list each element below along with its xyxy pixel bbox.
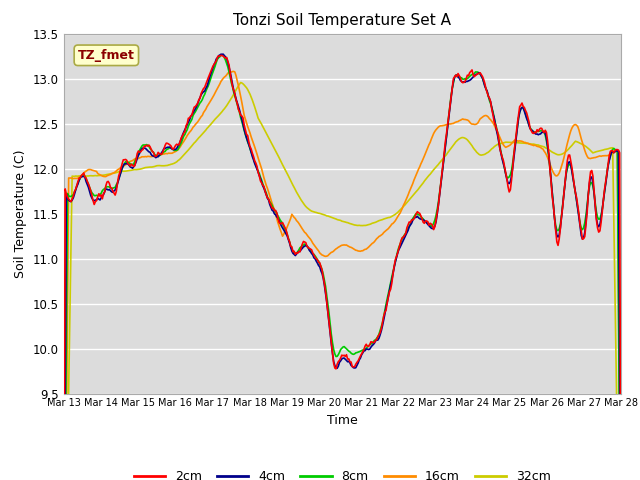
32cm — [237, 80, 244, 85]
2cm — [373, 337, 381, 343]
2cm — [217, 52, 225, 58]
8cm — [373, 336, 381, 341]
2cm — [234, 107, 242, 112]
8cm — [234, 106, 242, 111]
4cm — [567, 162, 575, 168]
8cm — [399, 234, 407, 240]
X-axis label: Time: Time — [327, 414, 358, 427]
32cm — [567, 144, 575, 150]
4cm — [234, 104, 242, 109]
4cm — [373, 337, 381, 343]
16cm — [296, 222, 304, 228]
32cm — [470, 146, 478, 152]
Y-axis label: Soil Temperature (C): Soil Temperature (C) — [15, 149, 28, 278]
Line: 32cm: 32cm — [64, 83, 621, 480]
16cm — [373, 236, 381, 241]
32cm — [399, 204, 407, 209]
16cm — [470, 121, 478, 127]
Line: 2cm: 2cm — [64, 55, 621, 480]
Line: 4cm: 4cm — [64, 54, 621, 480]
8cm — [470, 71, 478, 76]
16cm — [230, 69, 237, 74]
16cm — [234, 83, 242, 88]
Legend: 2cm, 4cm, 8cm, 16cm, 32cm: 2cm, 4cm, 8cm, 16cm, 32cm — [129, 465, 556, 480]
32cm — [373, 219, 381, 225]
Title: Tonzi Soil Temperature Set A: Tonzi Soil Temperature Set A — [234, 13, 451, 28]
4cm — [399, 237, 407, 243]
4cm — [220, 51, 227, 57]
8cm — [296, 245, 304, 251]
4cm — [470, 73, 478, 79]
2cm — [470, 74, 478, 80]
Line: 16cm: 16cm — [64, 72, 621, 480]
32cm — [234, 85, 241, 91]
32cm — [296, 195, 304, 201]
Line: 8cm: 8cm — [64, 55, 621, 480]
8cm — [567, 163, 575, 168]
16cm — [399, 203, 407, 208]
4cm — [296, 249, 304, 254]
Text: TZ_fmet: TZ_fmet — [78, 49, 135, 62]
2cm — [567, 158, 575, 164]
2cm — [296, 249, 304, 254]
2cm — [399, 234, 407, 240]
8cm — [218, 52, 226, 58]
16cm — [567, 128, 575, 133]
